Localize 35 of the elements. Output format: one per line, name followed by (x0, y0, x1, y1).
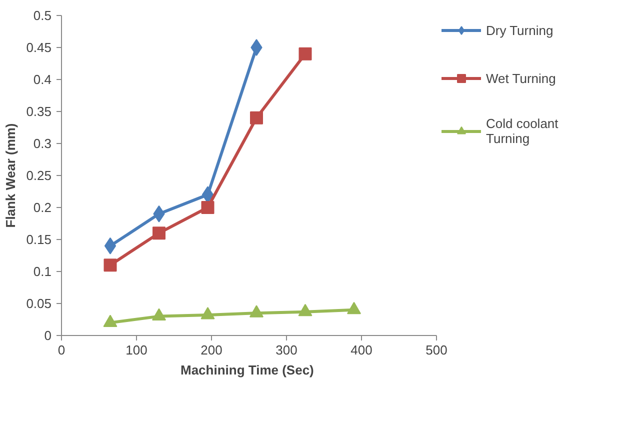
x-axis-title: Machining Time (Sec) (180, 362, 314, 378)
x-tick-label: 0 (58, 342, 66, 358)
y-axis-title: Flank Wear (mm) (3, 123, 18, 228)
y-tick-label: 0.2 (33, 200, 52, 215)
point (250, 39, 262, 56)
x-tick-label: 500 (426, 342, 448, 358)
x-tick-label: 200 (200, 342, 222, 358)
legend-label: Cold coolant Turning (486, 116, 560, 146)
point (104, 237, 116, 254)
point (103, 314, 118, 327)
y-tick-label: 0.45 (26, 40, 52, 55)
point (298, 304, 312, 316)
point (200, 307, 215, 320)
legend-label: Wet Turning (486, 70, 557, 86)
y-tick-label: 0 (44, 328, 52, 343)
point (250, 111, 263, 124)
point (152, 308, 166, 321)
y-tick-label: 0.05 (26, 296, 52, 311)
point (347, 302, 361, 314)
y-tick-label: 0.4 (33, 72, 52, 87)
x-tick-label: 300 (276, 342, 298, 358)
y-tick-label: 0.1 (33, 264, 52, 279)
point (152, 226, 166, 240)
y-tick-label: 0.25 (26, 168, 52, 183)
x-tick-label: 400 (350, 342, 372, 358)
y-tick-label: 0.3 (33, 136, 52, 151)
point (298, 47, 312, 60)
y-tick-label: 0.15 (26, 232, 52, 247)
point (250, 305, 264, 318)
point (104, 258, 117, 272)
y-tick-label: 0.35 (26, 104, 52, 119)
point (201, 201, 214, 214)
legend-label: Dry Turning (486, 22, 554, 38)
y-tick-label: 0.5 (33, 8, 52, 23)
x-tick-label: 100 (126, 342, 148, 358)
